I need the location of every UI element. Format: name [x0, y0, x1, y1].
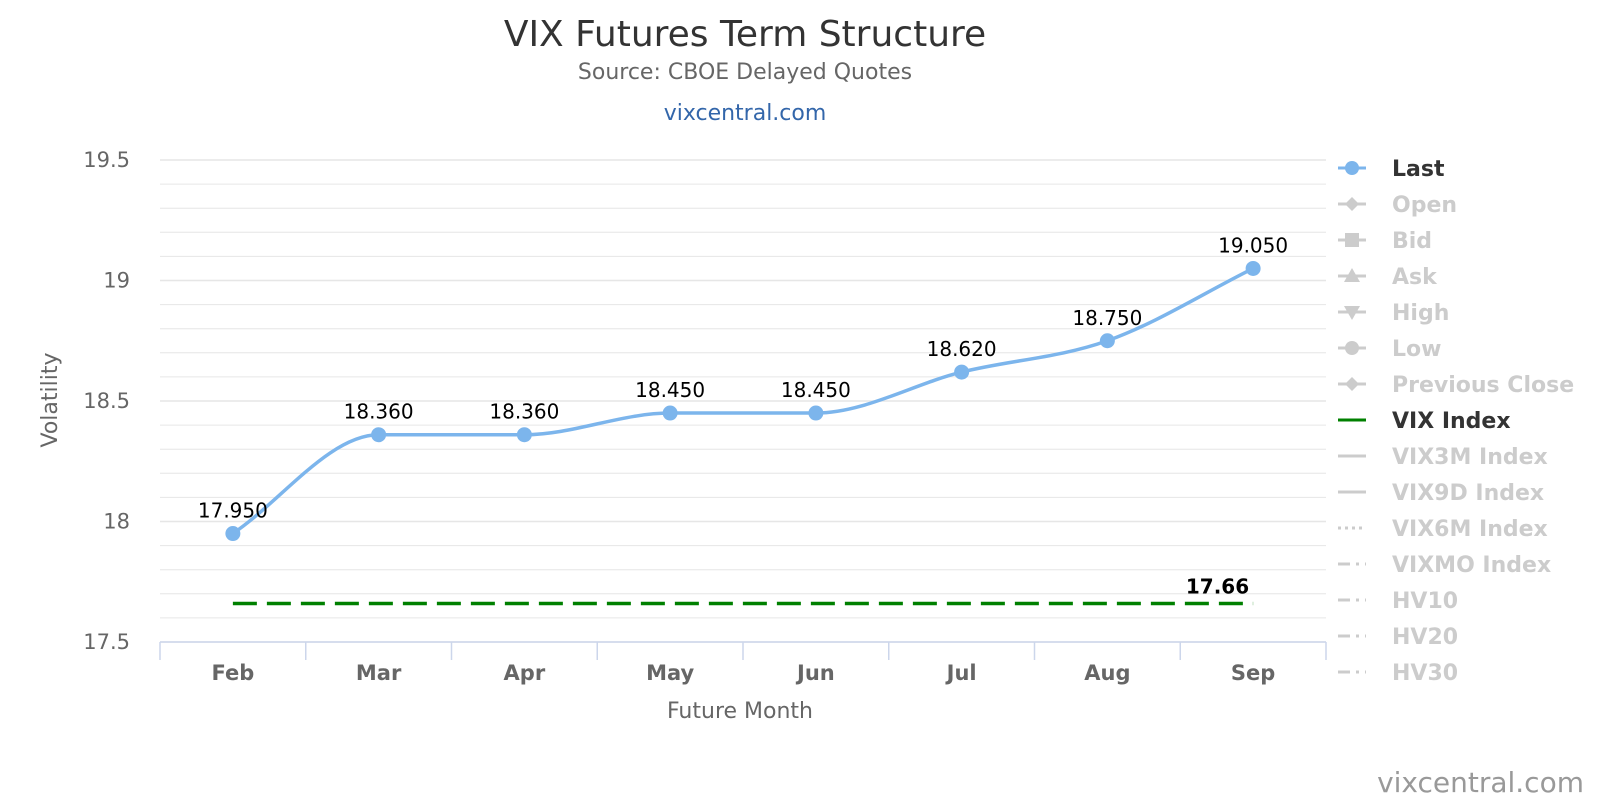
data-label-feb: 17.950: [198, 499, 268, 523]
vix-index-value-label: 17.66: [1186, 574, 1249, 598]
legend-label-vix3m-index: VIX3M Index: [1392, 445, 1548, 470]
legend-circle-marker: [1345, 341, 1359, 355]
legend-label-vixmo-index: VIXMO Index: [1392, 553, 1551, 578]
y-axis-label: Volatility: [38, 352, 63, 447]
x-axis-label: Future Month: [667, 699, 813, 724]
data-point-feb[interactable]: [225, 526, 241, 542]
legend-label-open: Open: [1392, 193, 1457, 218]
x-tick-label: May: [646, 661, 694, 685]
legend-item-hv30[interactable]: HV30: [1338, 661, 1458, 686]
data-label-jul: 18.620: [927, 337, 997, 361]
legend-item-high[interactable]: High: [1338, 301, 1449, 326]
x-tick-label: Jul: [945, 661, 977, 685]
data-label-jun: 18.450: [781, 378, 851, 402]
legend-label-bid: Bid: [1392, 229, 1432, 254]
legend-label-vix6m-index: VIX6M Index: [1392, 517, 1548, 542]
x-tick-label: Jun: [795, 661, 835, 685]
source-link[interactable]: vixcentral.com: [664, 101, 827, 126]
legend-label-low: Low: [1392, 337, 1441, 362]
legend-label-high: High: [1392, 301, 1449, 326]
legend-label-vix-index: VIX Index: [1392, 409, 1511, 434]
legend-item-last[interactable]: Last: [1338, 157, 1445, 182]
data-label-may: 18.450: [635, 378, 705, 402]
legend-item-vix6m-index[interactable]: VIX6M Index: [1338, 517, 1548, 542]
legend-item-low[interactable]: Low: [1338, 337, 1441, 362]
chart-subtitle: Source: CBOE Delayed Quotes: [578, 60, 912, 85]
legend-label-hv20: HV20: [1392, 625, 1458, 650]
legend-triangle-marker: [1344, 268, 1360, 282]
grid-lines: [160, 159, 1326, 643]
data-point-aug[interactable]: [1099, 333, 1115, 349]
x-tick-label: Mar: [356, 661, 402, 685]
data-point-mar[interactable]: [371, 427, 387, 443]
y-tick-label: 18: [103, 510, 130, 534]
legend: Last Open Bid Ask High Low Previous Close VIX I…: [1338, 157, 1574, 686]
legend-item-vixmo-index[interactable]: VIXMO Index: [1338, 553, 1551, 578]
legend-triangle-down-marker: [1344, 306, 1360, 320]
data-label-aug: 18.750: [1072, 306, 1142, 330]
legend-label-hv10: HV10: [1392, 589, 1458, 614]
legend-item-vix3m-index[interactable]: VIX3M Index: [1338, 445, 1548, 470]
data-labels-layer: 17.66 17.950 18.360 18.360 18.450 18.450 18.62…: [198, 233, 1288, 598]
y-tick-label: 19: [103, 269, 130, 293]
x-tick-label: Aug: [1084, 661, 1130, 685]
credit-text[interactable]: vixcentral.com: [1377, 766, 1584, 799]
legend-item-vix-index[interactable]: VIX Index: [1338, 409, 1511, 434]
legend-circle-marker: [1345, 161, 1359, 175]
x-tick-label: Apr: [504, 661, 546, 685]
legend-item-ask[interactable]: Ask: [1338, 265, 1438, 290]
legend-item-hv20[interactable]: HV20: [1338, 625, 1458, 650]
data-label-mar: 18.360: [344, 400, 414, 424]
data-point-apr[interactable]: [516, 427, 532, 443]
series-layer: [225, 260, 1261, 606]
legend-item-previous-close[interactable]: Previous Close: [1338, 373, 1574, 398]
legend-square-marker: [1345, 233, 1359, 247]
legend-label-vix9d-index: VIX9D Index: [1392, 481, 1544, 506]
data-point-jul[interactable]: [954, 364, 970, 380]
y-tick-label: 18.5: [83, 389, 130, 413]
data-label-sep: 19.050: [1218, 233, 1288, 257]
x-tick-label: Feb: [211, 661, 254, 685]
x-axis: Feb Mar Apr May Jun Jul Aug Sep: [159, 641, 1327, 685]
x-tick-label: Sep: [1231, 661, 1275, 685]
y-tick-label: 17.5: [83, 630, 130, 654]
legend-diamond-marker: [1345, 197, 1359, 211]
legend-item-open[interactable]: Open: [1338, 193, 1457, 218]
legend-label-last: Last: [1392, 157, 1445, 182]
chart-title: VIX Futures Term Structure: [504, 14, 986, 55]
y-tick-label: 19.5: [83, 148, 130, 172]
legend-label-ask: Ask: [1392, 265, 1438, 290]
legend-diamond-marker: [1345, 377, 1359, 391]
data-label-apr: 18.360: [489, 400, 559, 424]
legend-item-hv10[interactable]: HV10: [1338, 589, 1458, 614]
data-point-sep[interactable]: [1245, 260, 1261, 276]
legend-item-bid[interactable]: Bid: [1338, 229, 1432, 254]
y-axis-ticks: 17.5 18 18.5 19 19.5: [83, 148, 130, 654]
data-point-may[interactable]: [662, 405, 678, 421]
legend-label-previous-close: Previous Close: [1392, 373, 1574, 398]
data-point-jun[interactable]: [808, 405, 824, 421]
legend-item-vix9d-index[interactable]: VIX9D Index: [1338, 481, 1544, 506]
series-last-line: [231, 266, 1254, 535]
legend-label-hv30: HV30: [1392, 661, 1458, 686]
